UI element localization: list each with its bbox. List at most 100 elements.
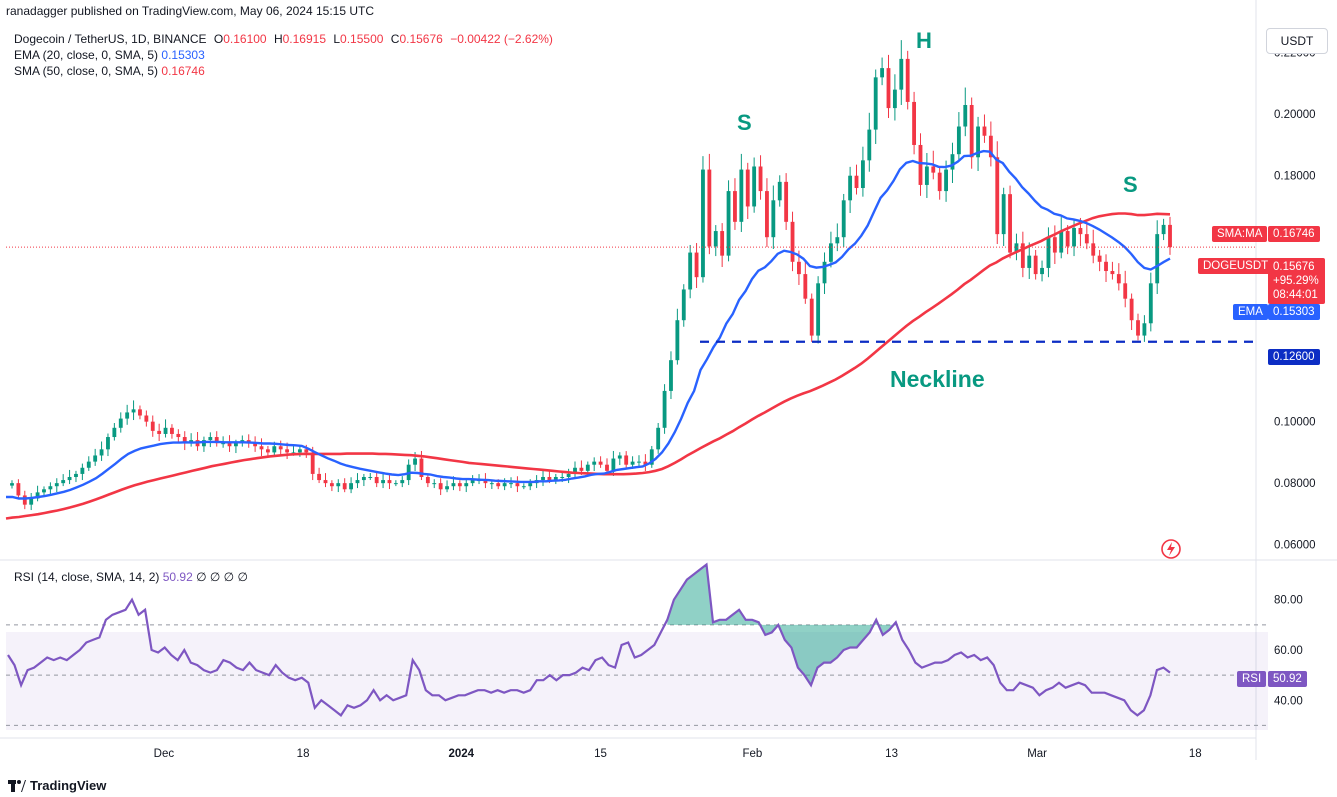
candle-body bbox=[61, 480, 66, 484]
time-tick-label: 13 bbox=[885, 748, 898, 760]
time-tick-label: Dec bbox=[154, 748, 175, 760]
grid-lines bbox=[0, 0, 1337, 760]
candle-body bbox=[828, 243, 833, 262]
candle-body bbox=[886, 68, 891, 109]
ohlc-close-label: C bbox=[390, 32, 400, 46]
candle-body bbox=[918, 144, 923, 185]
candle-body bbox=[784, 181, 789, 222]
candle-body bbox=[905, 58, 910, 102]
sma-tag-label: SMA:MA bbox=[1212, 226, 1268, 242]
rsi-band bbox=[6, 632, 1268, 730]
candle-body bbox=[355, 480, 360, 484]
candle-body bbox=[880, 68, 885, 78]
candle-body bbox=[470, 480, 475, 484]
price-tick-label: 0.08000 bbox=[1274, 478, 1316, 490]
right-shoulder-label: S bbox=[1123, 172, 1138, 197]
candle-body bbox=[688, 252, 693, 290]
candle-body bbox=[822, 261, 827, 284]
rsi-legend: RSI (14, close, SMA, 14, 2) 50.92 ∅ ∅ ∅ … bbox=[14, 570, 248, 584]
ohlc-close: 0.15676 bbox=[399, 32, 443, 46]
price-tick-label: 0.18000 bbox=[1274, 171, 1316, 183]
candle-body bbox=[1020, 243, 1025, 268]
candle-body bbox=[924, 166, 929, 185]
candle-body bbox=[342, 483, 347, 490]
candle-body bbox=[1097, 255, 1102, 262]
candle-body bbox=[841, 200, 846, 238]
candle-body bbox=[387, 480, 392, 484]
lightning-icon[interactable] bbox=[1160, 538, 1182, 560]
candle-body bbox=[150, 421, 155, 431]
symbol-title: Dogecoin / TetherUS, 1D, BINANCE bbox=[14, 32, 207, 46]
candle-body bbox=[349, 483, 354, 490]
candle-body bbox=[400, 480, 405, 484]
candle-body bbox=[438, 483, 443, 490]
candle-body bbox=[10, 483, 14, 486]
candle-body bbox=[138, 409, 142, 416]
candle-body bbox=[617, 455, 622, 459]
candle-body bbox=[988, 135, 993, 158]
candle-body bbox=[758, 166, 763, 192]
candle-body bbox=[720, 231, 725, 256]
publish-note: ranadagger published on TradingView.com,… bbox=[6, 4, 375, 18]
footer-brand: TradingView bbox=[8, 778, 106, 793]
candle-body bbox=[637, 461, 641, 463]
left-shoulder-label: S bbox=[737, 110, 752, 135]
symbol-tag-label: DOGEUSDT bbox=[1198, 258, 1274, 274]
candle-body bbox=[611, 458, 616, 471]
candle-body bbox=[42, 489, 46, 493]
candle-body bbox=[1072, 227, 1076, 247]
candle-body bbox=[297, 449, 302, 453]
candle-body bbox=[797, 261, 801, 275]
candle-body bbox=[982, 126, 987, 136]
candle-body bbox=[1027, 255, 1032, 268]
candle-body bbox=[265, 449, 270, 453]
candle-body bbox=[22, 495, 27, 505]
head-label: H bbox=[916, 28, 932, 53]
candle-body bbox=[272, 446, 277, 453]
candle-body bbox=[208, 437, 213, 441]
candle-body bbox=[1046, 237, 1051, 268]
currency-button[interactable]: USDT bbox=[1266, 28, 1328, 54]
ema-label: EMA (20, close, 0, SMA, 5) bbox=[14, 48, 159, 62]
time-tick-label: 2024 bbox=[448, 748, 474, 760]
candle-body bbox=[278, 446, 283, 450]
candle-body bbox=[547, 476, 552, 481]
candle-body bbox=[457, 483, 462, 487]
candle-body bbox=[892, 89, 897, 109]
candle-body bbox=[29, 498, 34, 505]
ohlc-low-label: L bbox=[333, 32, 341, 46]
candle-body bbox=[54, 483, 59, 487]
candle-body bbox=[489, 483, 494, 485]
candle-body bbox=[1110, 271, 1115, 275]
candle-body bbox=[496, 483, 501, 487]
rsi-line bbox=[7, 562, 1171, 718]
candle-body bbox=[694, 252, 699, 278]
candle-body bbox=[221, 443, 226, 445]
candle-body bbox=[1168, 224, 1172, 248]
time-tick-label: Feb bbox=[742, 748, 762, 760]
candle-body bbox=[752, 166, 757, 207]
candle-body bbox=[1033, 255, 1038, 275]
candle-body bbox=[643, 461, 648, 465]
tradingview-logo-icon bbox=[8, 779, 26, 792]
candle-body bbox=[483, 480, 488, 484]
candle-body bbox=[592, 461, 597, 465]
rsi-tag-value: 50.92 bbox=[1268, 671, 1307, 687]
candle-body bbox=[374, 476, 379, 484]
candle-body bbox=[669, 360, 673, 391]
ohlc-change: −0.00422 (−2.62%) bbox=[450, 32, 553, 46]
rsi-pane bbox=[6, 562, 1268, 726]
candle-body bbox=[1116, 274, 1121, 284]
candle-body bbox=[541, 476, 545, 481]
candle-body bbox=[566, 473, 571, 477]
candle-body bbox=[790, 221, 795, 262]
candle-body bbox=[336, 483, 341, 487]
candle-body bbox=[867, 129, 872, 161]
candle-body bbox=[931, 166, 936, 173]
candle-body bbox=[598, 461, 603, 465]
candle-body bbox=[681, 289, 686, 321]
candle-body bbox=[381, 480, 385, 484]
ema-legend: EMA (20, close, 0, SMA, 5) 0.15303 bbox=[14, 48, 205, 62]
candle-body bbox=[118, 418, 123, 428]
